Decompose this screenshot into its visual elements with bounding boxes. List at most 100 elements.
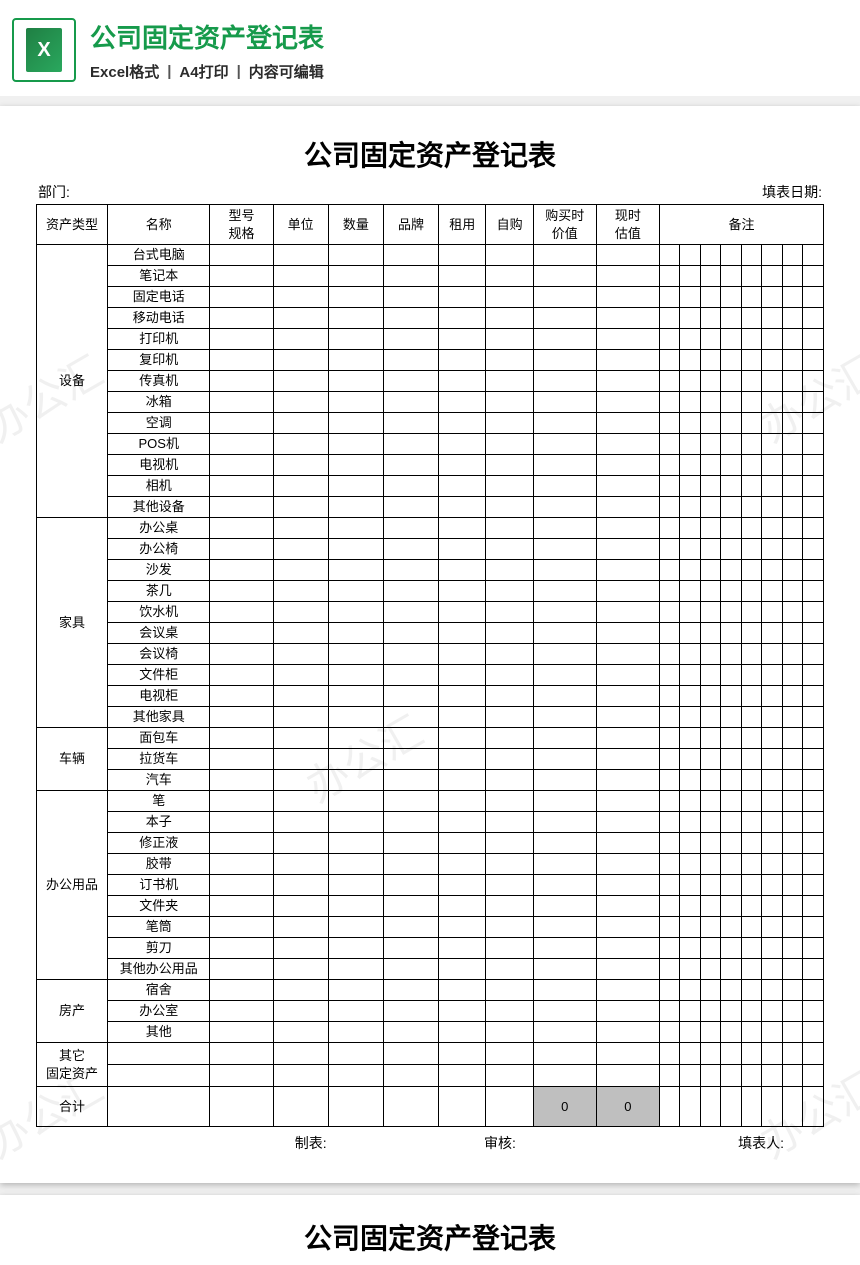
table-cell: [680, 1065, 700, 1087]
table-cell: [533, 287, 596, 308]
table-cell: [533, 665, 596, 686]
table-cell: [741, 476, 761, 497]
table-row: 文件柜: [37, 665, 824, 686]
table-cell: [533, 266, 596, 287]
table-cell: [741, 455, 761, 476]
table-cell: [439, 287, 486, 308]
table-cell: [741, 245, 761, 266]
table-cell: [486, 350, 533, 371]
table-cell: [782, 560, 802, 581]
table-cell: [741, 266, 761, 287]
table-cell: [596, 1001, 659, 1022]
table-row: 茶几: [37, 581, 824, 602]
col-qty: 数量: [328, 205, 383, 245]
name-cell: [107, 1065, 210, 1087]
name-cell: 办公桌: [107, 518, 210, 539]
table-cell: [486, 749, 533, 770]
excel-icon: X: [12, 18, 76, 82]
table-cell: [439, 1022, 486, 1043]
table-cell: [803, 560, 824, 581]
table-cell: [486, 560, 533, 581]
table-cell: [486, 539, 533, 560]
sheet-page: 办公汇 办公汇 办公汇 办公汇 办公汇 公司固定资产登记表 部门: 填表日期: …: [0, 106, 860, 1183]
table-cell: [782, 917, 802, 938]
table-cell: [328, 896, 383, 917]
table-row: 固定电话: [37, 287, 824, 308]
table-cell: [659, 833, 679, 854]
table-cell: [486, 476, 533, 497]
name-cell: POS机: [107, 434, 210, 455]
table-cell: [383, 1043, 438, 1065]
table-cell: [659, 770, 679, 791]
table-row: POS机: [37, 434, 824, 455]
table-cell: [721, 602, 741, 623]
table-cell: [659, 287, 679, 308]
table-cell: [596, 560, 659, 581]
type-cell: 其它 固定资产: [37, 1043, 108, 1087]
table-cell: [210, 518, 273, 539]
table-cell: [383, 455, 438, 476]
table-cell: [439, 350, 486, 371]
table-cell: [762, 308, 782, 329]
table-cell: [803, 392, 824, 413]
table-row: [37, 1065, 824, 1087]
table-cell: [741, 350, 761, 371]
table-cell: [762, 854, 782, 875]
table-cell: [486, 434, 533, 455]
table-cell: [659, 959, 679, 980]
table-cell: [328, 1065, 383, 1087]
table-cell: [700, 245, 720, 266]
table-cell: [680, 686, 700, 707]
table-cell: [383, 329, 438, 350]
table-cell: [680, 980, 700, 1001]
table-cell: [533, 917, 596, 938]
table-cell: [741, 434, 761, 455]
table-cell: [273, 665, 328, 686]
table-cell: [328, 686, 383, 707]
table-cell: [680, 959, 700, 980]
table-row: 沙发: [37, 560, 824, 581]
table-cell: [741, 413, 761, 434]
table-cell: [762, 644, 782, 665]
col-note: 备注: [659, 205, 823, 245]
table-cell: [782, 287, 802, 308]
table-cell: [680, 539, 700, 560]
table-row: 会议椅: [37, 644, 824, 665]
table-cell: [383, 371, 438, 392]
table-row: 本子: [37, 812, 824, 833]
table-cell: [803, 791, 824, 812]
table-cell: [273, 455, 328, 476]
table-cell: [383, 833, 438, 854]
col-unit: 单位: [273, 205, 328, 245]
name-cell: 其他办公用品: [107, 959, 210, 980]
table-cell: [741, 749, 761, 770]
table-cell: [486, 371, 533, 392]
table-cell: [210, 665, 273, 686]
table-cell: [659, 539, 679, 560]
table-cell: [328, 371, 383, 392]
table-cell: [659, 791, 679, 812]
name-cell: 订书机: [107, 875, 210, 896]
table-row: 办公用品笔: [37, 791, 824, 812]
table-row: 房产宿舍: [37, 980, 824, 1001]
table-cell: [383, 917, 438, 938]
table-cell: [328, 350, 383, 371]
table-cell: [680, 1022, 700, 1043]
table-cell: [721, 539, 741, 560]
table-cell: [721, 497, 741, 518]
table-cell: [439, 938, 486, 959]
name-cell: 胶带: [107, 854, 210, 875]
name-cell: 文件柜: [107, 665, 210, 686]
table-cell: [439, 392, 486, 413]
table-cell: [700, 917, 720, 938]
table-cell: [803, 959, 824, 980]
table-cell: [210, 875, 273, 896]
table-cell: [210, 1043, 273, 1065]
name-cell: 会议桌: [107, 623, 210, 644]
table-row: 其他: [37, 1022, 824, 1043]
table-cell: [328, 833, 383, 854]
table-cell: [803, 434, 824, 455]
table-cell: [721, 518, 741, 539]
table-cell: [328, 497, 383, 518]
table-cell: [273, 413, 328, 434]
